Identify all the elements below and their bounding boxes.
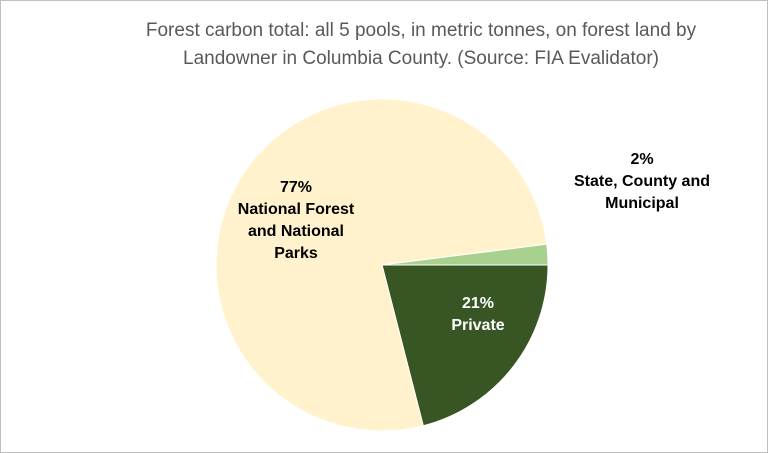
- slice-label-state-percent: 2%: [630, 151, 654, 168]
- slice-label-national-forest-name-3: Parks: [274, 245, 318, 262]
- slice-label-private-name: Private: [451, 317, 505, 334]
- chart-title: Forest carbon total: all 5 pools, in met…: [101, 17, 741, 73]
- slice-label-state-county-municipal: 2% State, County and Municipal: [557, 149, 727, 215]
- slice-label-national-forest-name-1: National Forest: [237, 201, 355, 218]
- pie-slice-national-forest: [215, 98, 548, 432]
- slice-label-state-name-2: Municipal: [605, 195, 679, 212]
- slice-label-private: 21% Private: [398, 293, 558, 337]
- slice-label-private-percent: 21%: [461, 295, 495, 312]
- slice-label-national-forest: 77% National Forest and National Parks: [216, 177, 376, 265]
- chart-title-line-1: Forest carbon total: all 5 pools, in met…: [145, 20, 697, 41]
- chart-title-line-2: Landowner in Columbia County. (Source: F…: [183, 48, 659, 69]
- pie-slice-private: [381, 264, 549, 427]
- slice-label-national-forest-name-2: and National: [247, 223, 344, 240]
- slice-label-national-forest-percent: 77%: [279, 179, 313, 196]
- slice-label-state-name-1: State, County and: [573, 173, 710, 190]
- pie-slice-state-county-municipal: [381, 243, 549, 266]
